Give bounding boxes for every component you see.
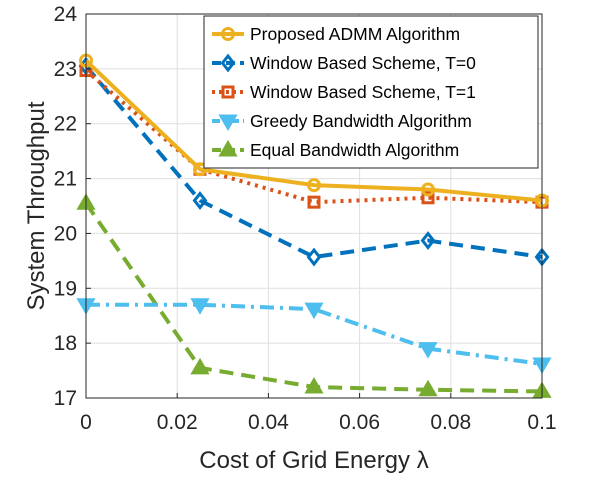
legend-marker xyxy=(218,114,238,131)
series-line xyxy=(84,64,543,260)
x-tick-label: 0 xyxy=(80,411,92,434)
legend-box xyxy=(203,15,539,169)
legend-marker xyxy=(218,140,238,157)
legend-item: Window Based Scheme, T=0 xyxy=(212,53,476,73)
data-point xyxy=(190,357,210,375)
legend-item: Greedy Bandwidth Algorithm xyxy=(212,111,472,131)
ticks: 0 0.02 0.04 0.06 0.08 0.1 17 18 19 20 21 22 23 24 xyxy=(54,3,557,434)
series-4 xyxy=(76,298,552,374)
legend-marker xyxy=(221,27,235,41)
legend-marker xyxy=(221,85,235,99)
x-tick-label: 0.06 xyxy=(339,411,380,434)
legend-label: Greedy Bandwidth Algorithm xyxy=(250,111,472,131)
data-point xyxy=(307,195,321,209)
y-tick-label: 21 xyxy=(54,168,77,191)
y-tick-label: 20 xyxy=(54,222,77,245)
data-point xyxy=(193,162,207,177)
legend-item: Window Based Scheme, T=1 xyxy=(212,82,476,102)
series-layer xyxy=(76,53,552,398)
data-point xyxy=(306,247,322,267)
series-line xyxy=(86,302,543,366)
data-point xyxy=(307,178,321,193)
legend-label: Proposed ADMM Algorithm xyxy=(250,24,460,44)
data-point xyxy=(304,302,324,320)
x-tick-label: 0.1 xyxy=(527,411,556,434)
legend-label: Window Based Scheme, T=0 xyxy=(250,53,476,73)
legend-item: Equal Bandwidth Algorithm xyxy=(212,140,459,160)
data-point xyxy=(192,191,208,210)
y-tick-label: 19 xyxy=(54,277,77,300)
plot-area-frame xyxy=(85,13,543,399)
data-point xyxy=(418,342,438,359)
y-tick-label: 17 xyxy=(54,387,77,410)
data-point xyxy=(418,379,438,397)
y-axis-label: System Throughput xyxy=(23,101,50,310)
series-line xyxy=(84,202,543,394)
x-tick-label: 0.08 xyxy=(430,411,471,434)
x-tick-label: 0.04 xyxy=(248,411,289,434)
data-point xyxy=(421,182,435,197)
data-point xyxy=(190,298,210,315)
data-point xyxy=(421,191,435,205)
y-tick-label: 23 xyxy=(54,58,77,81)
data-point xyxy=(420,231,436,250)
x-tick-label: 0.02 xyxy=(157,411,198,434)
y-tick-label: 22 xyxy=(54,113,77,136)
y-tick-label: 18 xyxy=(54,332,77,355)
legend: Proposed ADMM Algorithm Window Based Sche… xyxy=(203,15,539,169)
series-5 xyxy=(76,193,552,398)
legend-marker xyxy=(220,53,236,73)
x-axis-label: Cost of Grid Energy λ xyxy=(199,447,428,474)
legend-label: Window Based Scheme, T=1 xyxy=(250,82,476,102)
data-point xyxy=(304,377,324,394)
legend-item: Proposed ADMM Algorithm xyxy=(212,24,460,44)
y-tick-label: 24 xyxy=(54,3,78,26)
series-line xyxy=(84,59,543,203)
legend-label: Equal Bandwidth Algorithm xyxy=(250,140,459,160)
